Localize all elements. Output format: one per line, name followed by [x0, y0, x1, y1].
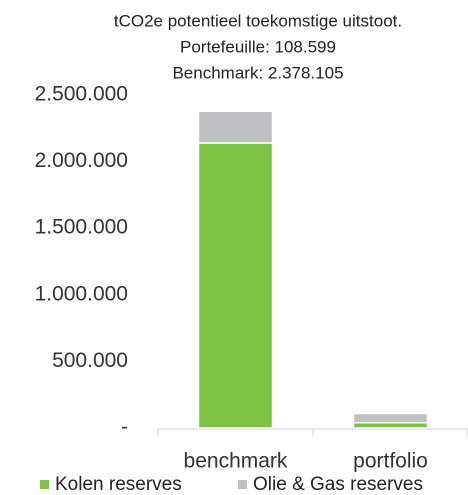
x-tick-label: portfolio [353, 450, 428, 473]
chart-title: tCO2e potentieel toekomstige uitstoot. [114, 11, 402, 30]
y-tick-label: - [121, 416, 128, 439]
bar-segment [352, 421, 429, 429]
chart-subtitle: Benchmark: 2.378.105 [172, 63, 343, 82]
legend-swatch [238, 480, 247, 489]
y-tick-label: 2.000.000 [35, 149, 128, 172]
legend-label: Olie & Gas reserves [253, 474, 423, 495]
y-tick-label: 500.000 [52, 349, 128, 372]
x-tick-label: benchmark [184, 450, 288, 473]
bar-segment [197, 142, 274, 429]
y-tick-label: 1.000.000 [35, 282, 128, 305]
bar-segment [352, 412, 429, 424]
legend-label: Kolen reserves [55, 474, 182, 495]
chart-subtitle: Portefeuille: 108.599 [180, 37, 336, 56]
y-tick-label: 2.500.000 [35, 83, 128, 106]
bar-segment [197, 110, 274, 144]
legend-swatch [40, 480, 49, 489]
y-tick-label: 1.500.000 [35, 216, 128, 239]
